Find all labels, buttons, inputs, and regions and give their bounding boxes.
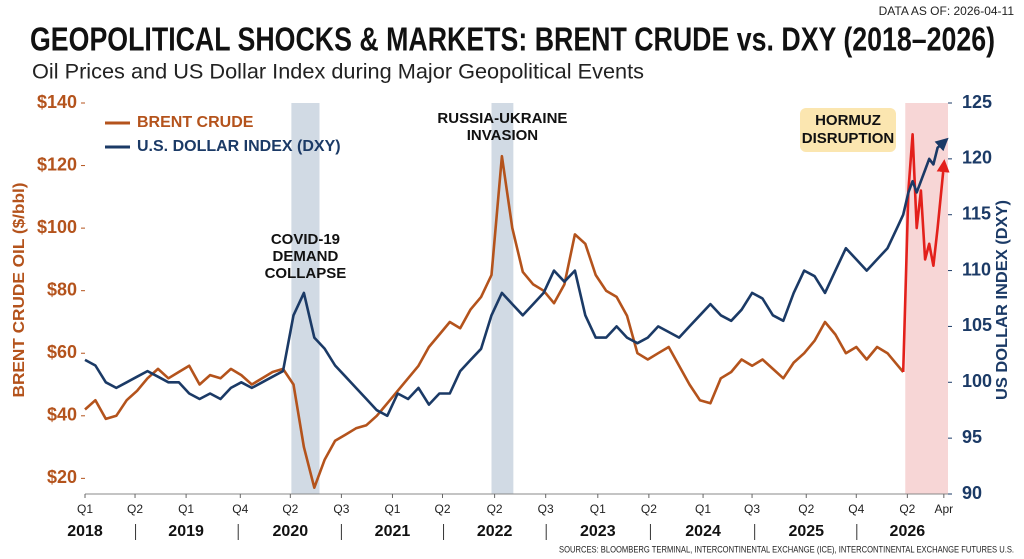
event-label: RUSSIA-UKRAINE xyxy=(437,110,567,127)
event-layer xyxy=(291,103,948,494)
y-tick-label: $60 xyxy=(47,342,77,362)
year-label: 2025 xyxy=(788,523,824,540)
y2-tick-label: 100 xyxy=(962,371,992,391)
y-tick-label: $120 xyxy=(37,154,77,174)
x-tick-label: Q1 xyxy=(590,502,606,516)
chart-title: GEOPOLITICAL SHOCKS & MARKETS: BRENT CRU… xyxy=(30,21,995,58)
event-label: DISRUPTION xyxy=(802,130,895,147)
x-tick-label: Q2 xyxy=(487,502,503,516)
x-tick-label: Q2 xyxy=(641,502,657,516)
legend-label: U.S. DOLLAR INDEX (DXY) xyxy=(137,138,341,155)
y2-tick-label: 95 xyxy=(962,427,982,447)
x-tick-label: Q2 xyxy=(127,502,143,516)
x-tick-label: Q2 xyxy=(282,502,298,516)
y2-tick-label: 120 xyxy=(962,148,992,168)
line-series xyxy=(901,133,950,373)
event-label: HORMUZ xyxy=(815,112,881,129)
year-label: 2024 xyxy=(685,523,721,540)
y-tick-label: $100 xyxy=(37,217,77,237)
x-tick-label: Q3 xyxy=(744,502,760,516)
x-tick-label: Q2 xyxy=(434,502,450,516)
event-label: COLLAPSE xyxy=(265,265,347,282)
y-tick-label: $80 xyxy=(47,279,77,299)
y2-tick-label: 125 xyxy=(962,92,992,112)
line-series xyxy=(84,137,949,418)
line-series xyxy=(84,154,905,489)
x-tick-label: Q1 xyxy=(384,502,400,516)
event-label: COVID-19 xyxy=(271,231,340,248)
chart-subtitle: Oil Prices and US Dollar Index during Ma… xyxy=(32,61,644,84)
data-as-of: DATA AS OF: 2026-04-11 xyxy=(879,4,1015,18)
y2-tick-label: 105 xyxy=(962,315,992,335)
year-label: 2022 xyxy=(477,523,513,540)
x-tick-label: Q4 xyxy=(848,502,864,516)
y-axis-label: BRENT CRUDE OIL ($/bbl) xyxy=(11,183,28,398)
x-tick-label: Q4 xyxy=(232,502,248,516)
year-label: 2021 xyxy=(375,523,411,540)
x-tick-label: Q2 xyxy=(899,502,915,516)
event-label: INVASION xyxy=(467,127,538,144)
year-label: 2018 xyxy=(67,523,103,540)
x-tick-label: Q1 xyxy=(77,502,93,516)
y-tick-label: $20 xyxy=(47,467,77,487)
annotation-box xyxy=(800,108,896,152)
y-tick-label: $40 xyxy=(47,405,77,425)
y2-tick-label: 90 xyxy=(962,483,982,503)
y2-tick-label: 115 xyxy=(962,203,991,223)
x-tick-label: Q3 xyxy=(333,502,349,516)
x-tick-label: Apr xyxy=(934,502,953,516)
y2-axis-label: US DOLLAR INDEX (DXY) xyxy=(994,200,1011,400)
event-label: DEMAND xyxy=(273,248,339,265)
year-label: 2020 xyxy=(273,523,309,540)
y2-tick-label: 110 xyxy=(962,259,991,279)
y-tick-label: $140 xyxy=(37,92,77,112)
year-label: 2019 xyxy=(168,523,204,540)
x-tick-label: Q3 xyxy=(538,502,554,516)
x-tick-label: Q1 xyxy=(695,502,711,516)
legend-label: BRENT CRUDE xyxy=(137,114,254,131)
year-label: 2023 xyxy=(580,523,616,540)
sources: SOURCES: BLOOMBERG TERMINAL, INTERCONTIN… xyxy=(559,544,1014,554)
x-tick-label: Q2 xyxy=(798,502,814,516)
year-label: 2026 xyxy=(890,523,926,540)
x-tick-label: Q1 xyxy=(178,502,194,516)
